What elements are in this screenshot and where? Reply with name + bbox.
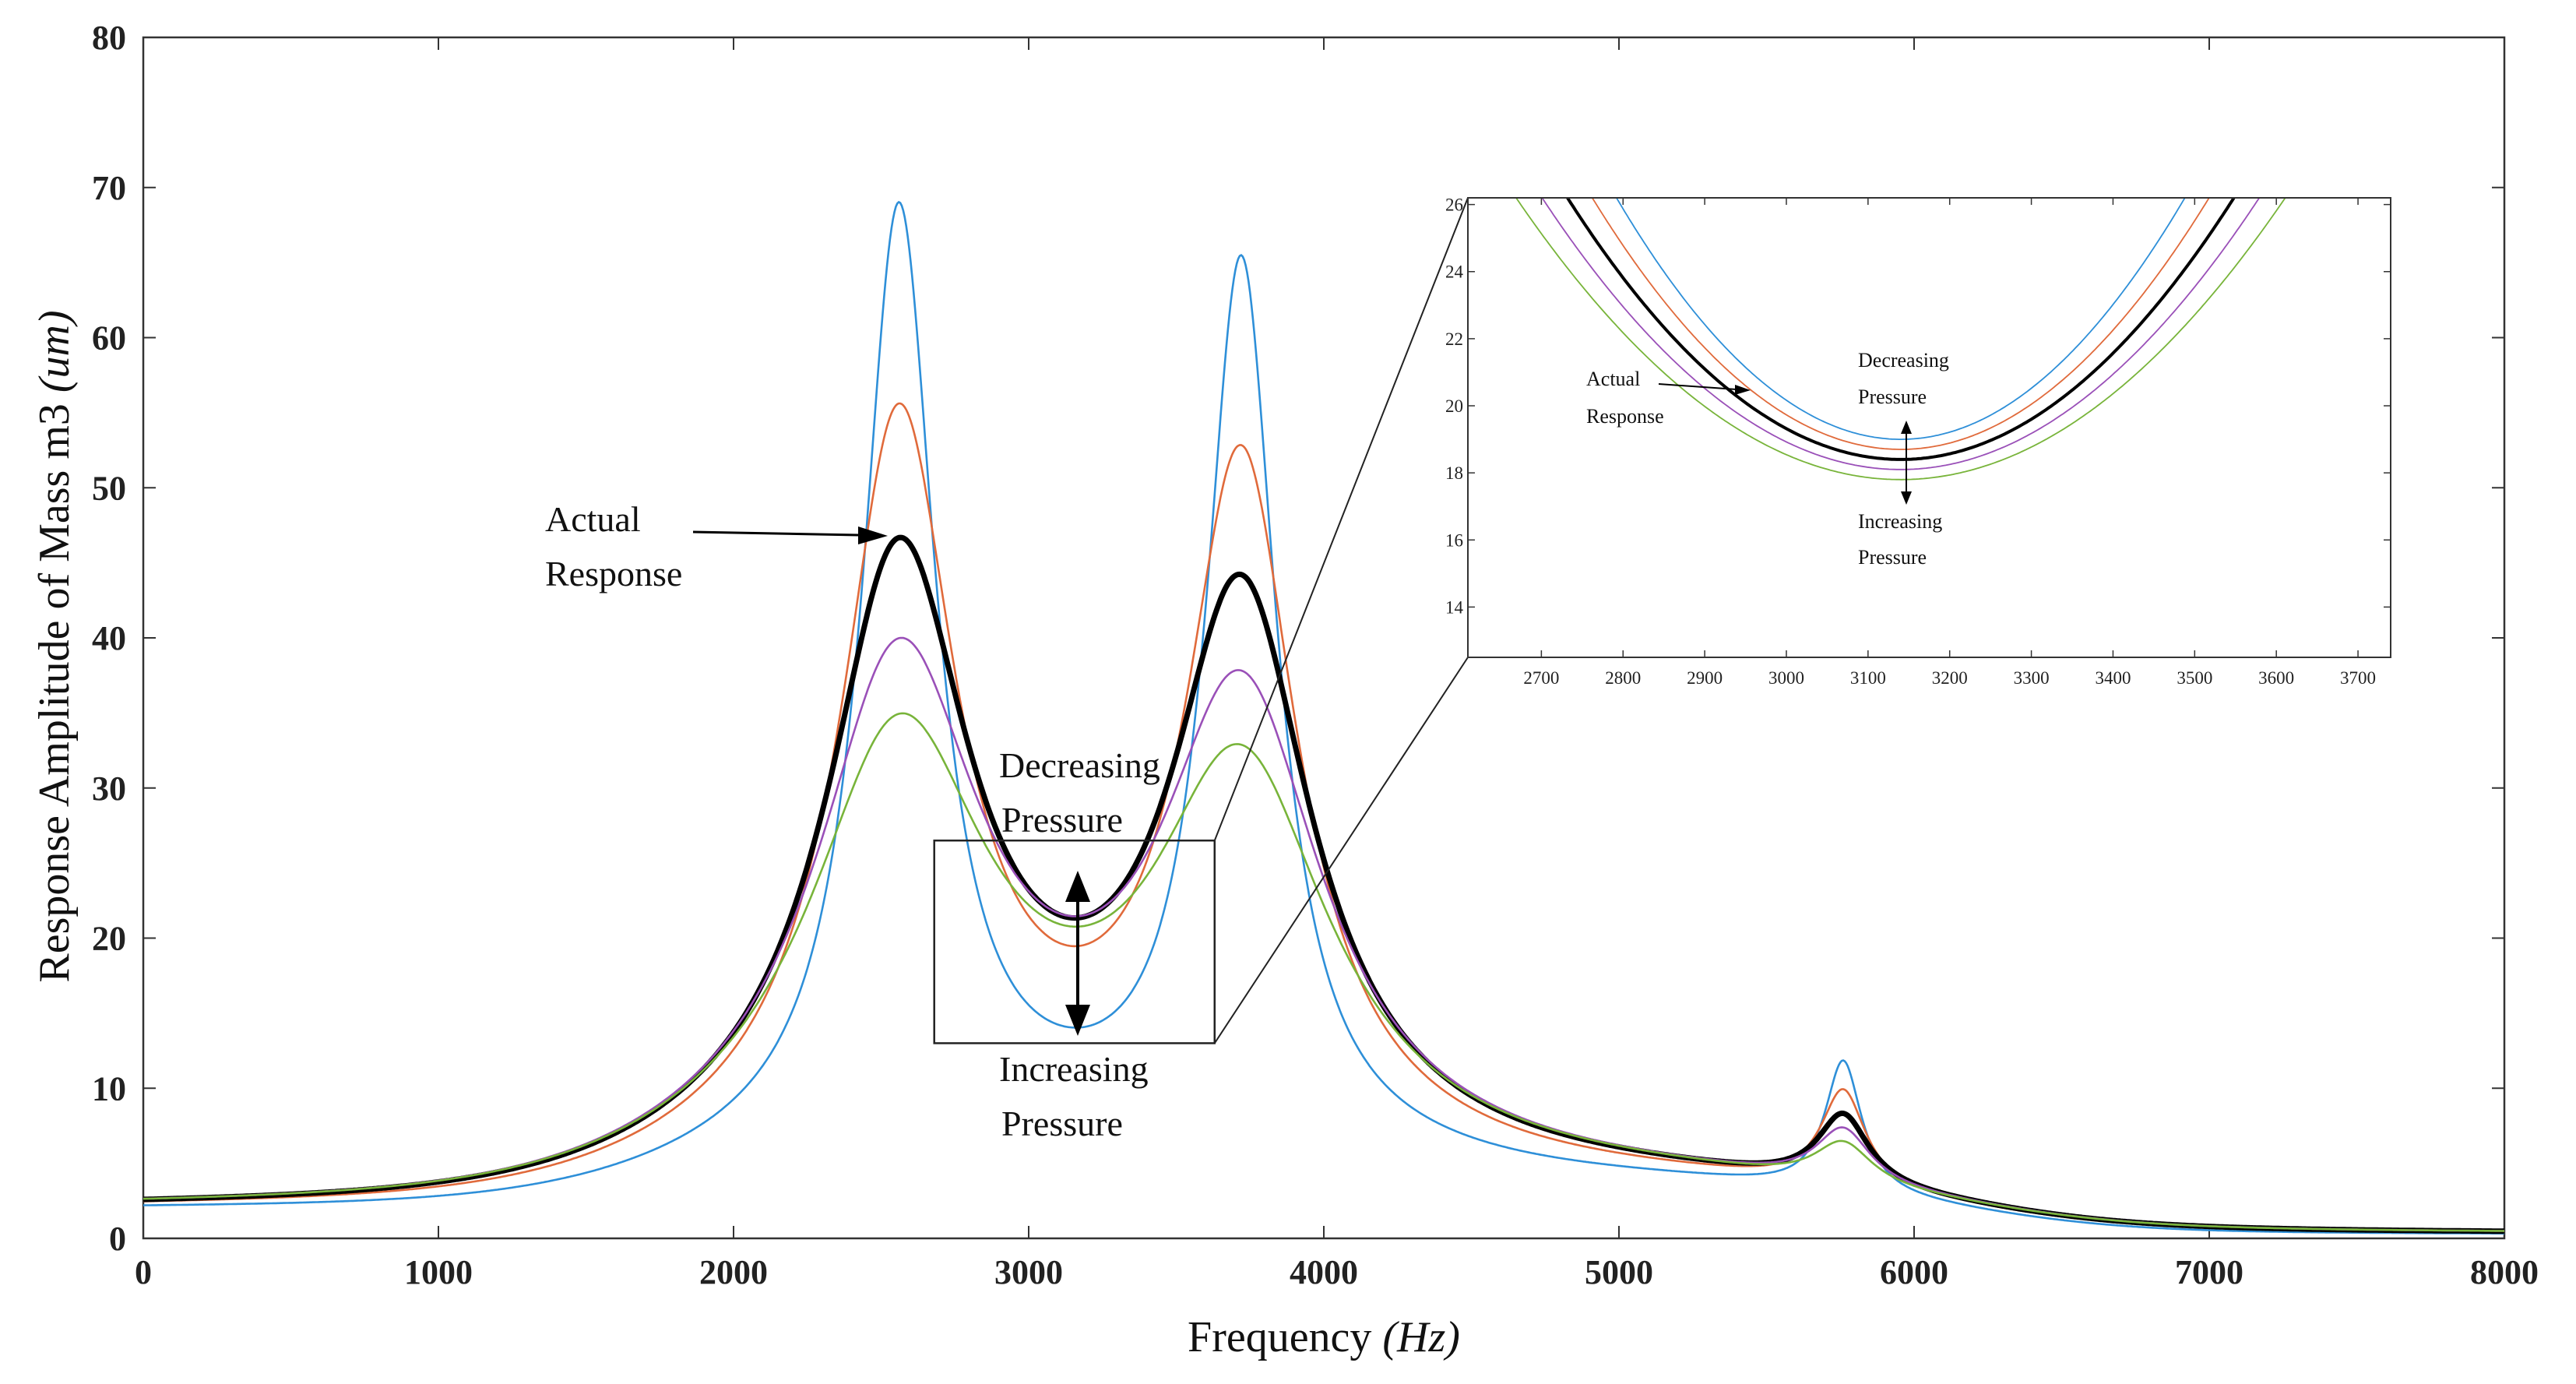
- inset-plot-frame: [1467, 197, 2391, 658]
- inset-x-tick-label: 3100: [1850, 668, 1886, 688]
- zoom-connector-bottom: [1213, 657, 1469, 1044]
- inset-y-tick-label: 24: [1445, 262, 1464, 282]
- x-tick-label: 0: [135, 1253, 152, 1291]
- x-tick-label: 1000: [404, 1253, 473, 1291]
- inset-decreasing-pressure-label-line2: Pressure: [1858, 386, 1927, 408]
- inset-y-tick-label: 16: [1445, 530, 1463, 550]
- main-ticks: [143, 37, 2505, 1239]
- x-tick-label: 2000: [699, 1253, 768, 1291]
- inset-y-tick-label: 22: [1445, 329, 1463, 349]
- y-tick-label: 30: [92, 769, 126, 808]
- y-tick-label: 10: [92, 1069, 126, 1108]
- y-tick-label: 50: [92, 469, 126, 507]
- x-tick-label: 4000: [1290, 1253, 1358, 1291]
- x-tick-label: 5000: [1585, 1253, 1653, 1291]
- inset-x-tick-label: 3300: [2014, 668, 2050, 688]
- inset-x-tick-label: 3000: [1768, 668, 1804, 688]
- inset-x-tick-label: 2800: [1605, 668, 1641, 688]
- inset-x-tick-label: 3700: [2340, 668, 2376, 688]
- actual-response-arrow: [692, 526, 888, 544]
- inset-y-tick-label: 26: [1445, 195, 1463, 215]
- inset-background: [1468, 198, 2391, 657]
- inset-x-tick-label: 3200: [1932, 668, 1968, 688]
- x-tick-label: 8000: [2470, 1253, 2539, 1291]
- inset-increasing-pressure-label-line2: Pressure: [1858, 546, 1927, 569]
- inset-ticks: [1468, 198, 2391, 657]
- inset-y-tick-label: 14: [1445, 597, 1464, 617]
- inset-pressure-double-arrow: [1901, 421, 1912, 505]
- y-tick-label: 20: [92, 920, 126, 958]
- pressure-double-arrow: [1065, 871, 1090, 1036]
- y-tick-label: 70: [92, 169, 126, 207]
- actual-response-label-line1: Actual: [545, 499, 641, 539]
- main-tick-labels: 0 1000 2000 3000 4000 5000 6000 7000 8000 0 10 20 30…: [92, 19, 2539, 1291]
- y-tick-label: 60: [92, 319, 126, 357]
- inset-x-tick-label: 2700: [1523, 668, 1559, 688]
- inset-actual-response-label-line1: Actual: [1586, 368, 1640, 390]
- series-line-1: [143, 200, 2504, 1234]
- inset-x-tick-label: 3500: [2177, 668, 2212, 688]
- y-tick-label: 40: [92, 619, 126, 657]
- inset-series-line-4: [1541, 198, 2261, 470]
- inset-series-line-2: [1591, 198, 2210, 450]
- series-line-5: [143, 712, 2504, 1232]
- main-series: [143, 200, 2504, 1234]
- inset-y-tick-label: 18: [1445, 463, 1463, 483]
- zoom-connector-top: [1213, 197, 1469, 841]
- inset-actual-response-label-line2: Response: [1586, 405, 1664, 428]
- inset-tick-labels: 2700 2800 2900 3000 3100 3200 3300 3400 3500 3600…: [1445, 195, 2376, 688]
- x-tick-label: 6000: [1880, 1253, 1948, 1291]
- x-axis-title: Frequency (Hz): [1188, 1313, 1460, 1361]
- inset-series-line-1: [1615, 198, 2186, 440]
- zoom-box: [933, 839, 1216, 1044]
- inset-increasing-pressure-label-line1: Increasing: [1858, 510, 1942, 533]
- actual-response-label-line2: Response: [545, 554, 682, 593]
- decreasing-pressure-label-line1: Decreasing: [999, 745, 1160, 785]
- inset-decreasing-pressure-label-line1: Decreasing: [1858, 349, 1949, 372]
- inset-series-line-5: [1515, 198, 2286, 481]
- inset-x-tick-label: 2900: [1687, 668, 1723, 688]
- inset-series-line-3: [1565, 198, 2236, 461]
- inset-series: [1515, 198, 2286, 481]
- inset-x-tick-label: 3400: [2095, 668, 2131, 688]
- series-line-4: [143, 636, 2504, 1232]
- y-tick-label: 0: [109, 1220, 126, 1258]
- decreasing-pressure-label-line2: Pressure: [1001, 800, 1123, 840]
- x-tick-label: 7000: [2175, 1253, 2243, 1291]
- inset-y-tick-label: 20: [1445, 396, 1463, 416]
- increasing-pressure-label-line2: Pressure: [1001, 1104, 1123, 1143]
- x-tick-label: 3000: [994, 1253, 1063, 1291]
- y-axis-title: Response Amplitude of Mass m3 (um): [30, 310, 79, 982]
- increasing-pressure-label-line1: Increasing: [999, 1049, 1149, 1089]
- inset-actual-response-arrow: [1658, 383, 1751, 395]
- inset-x-tick-label: 3600: [2258, 668, 2294, 688]
- y-tick-label: 80: [92, 19, 126, 57]
